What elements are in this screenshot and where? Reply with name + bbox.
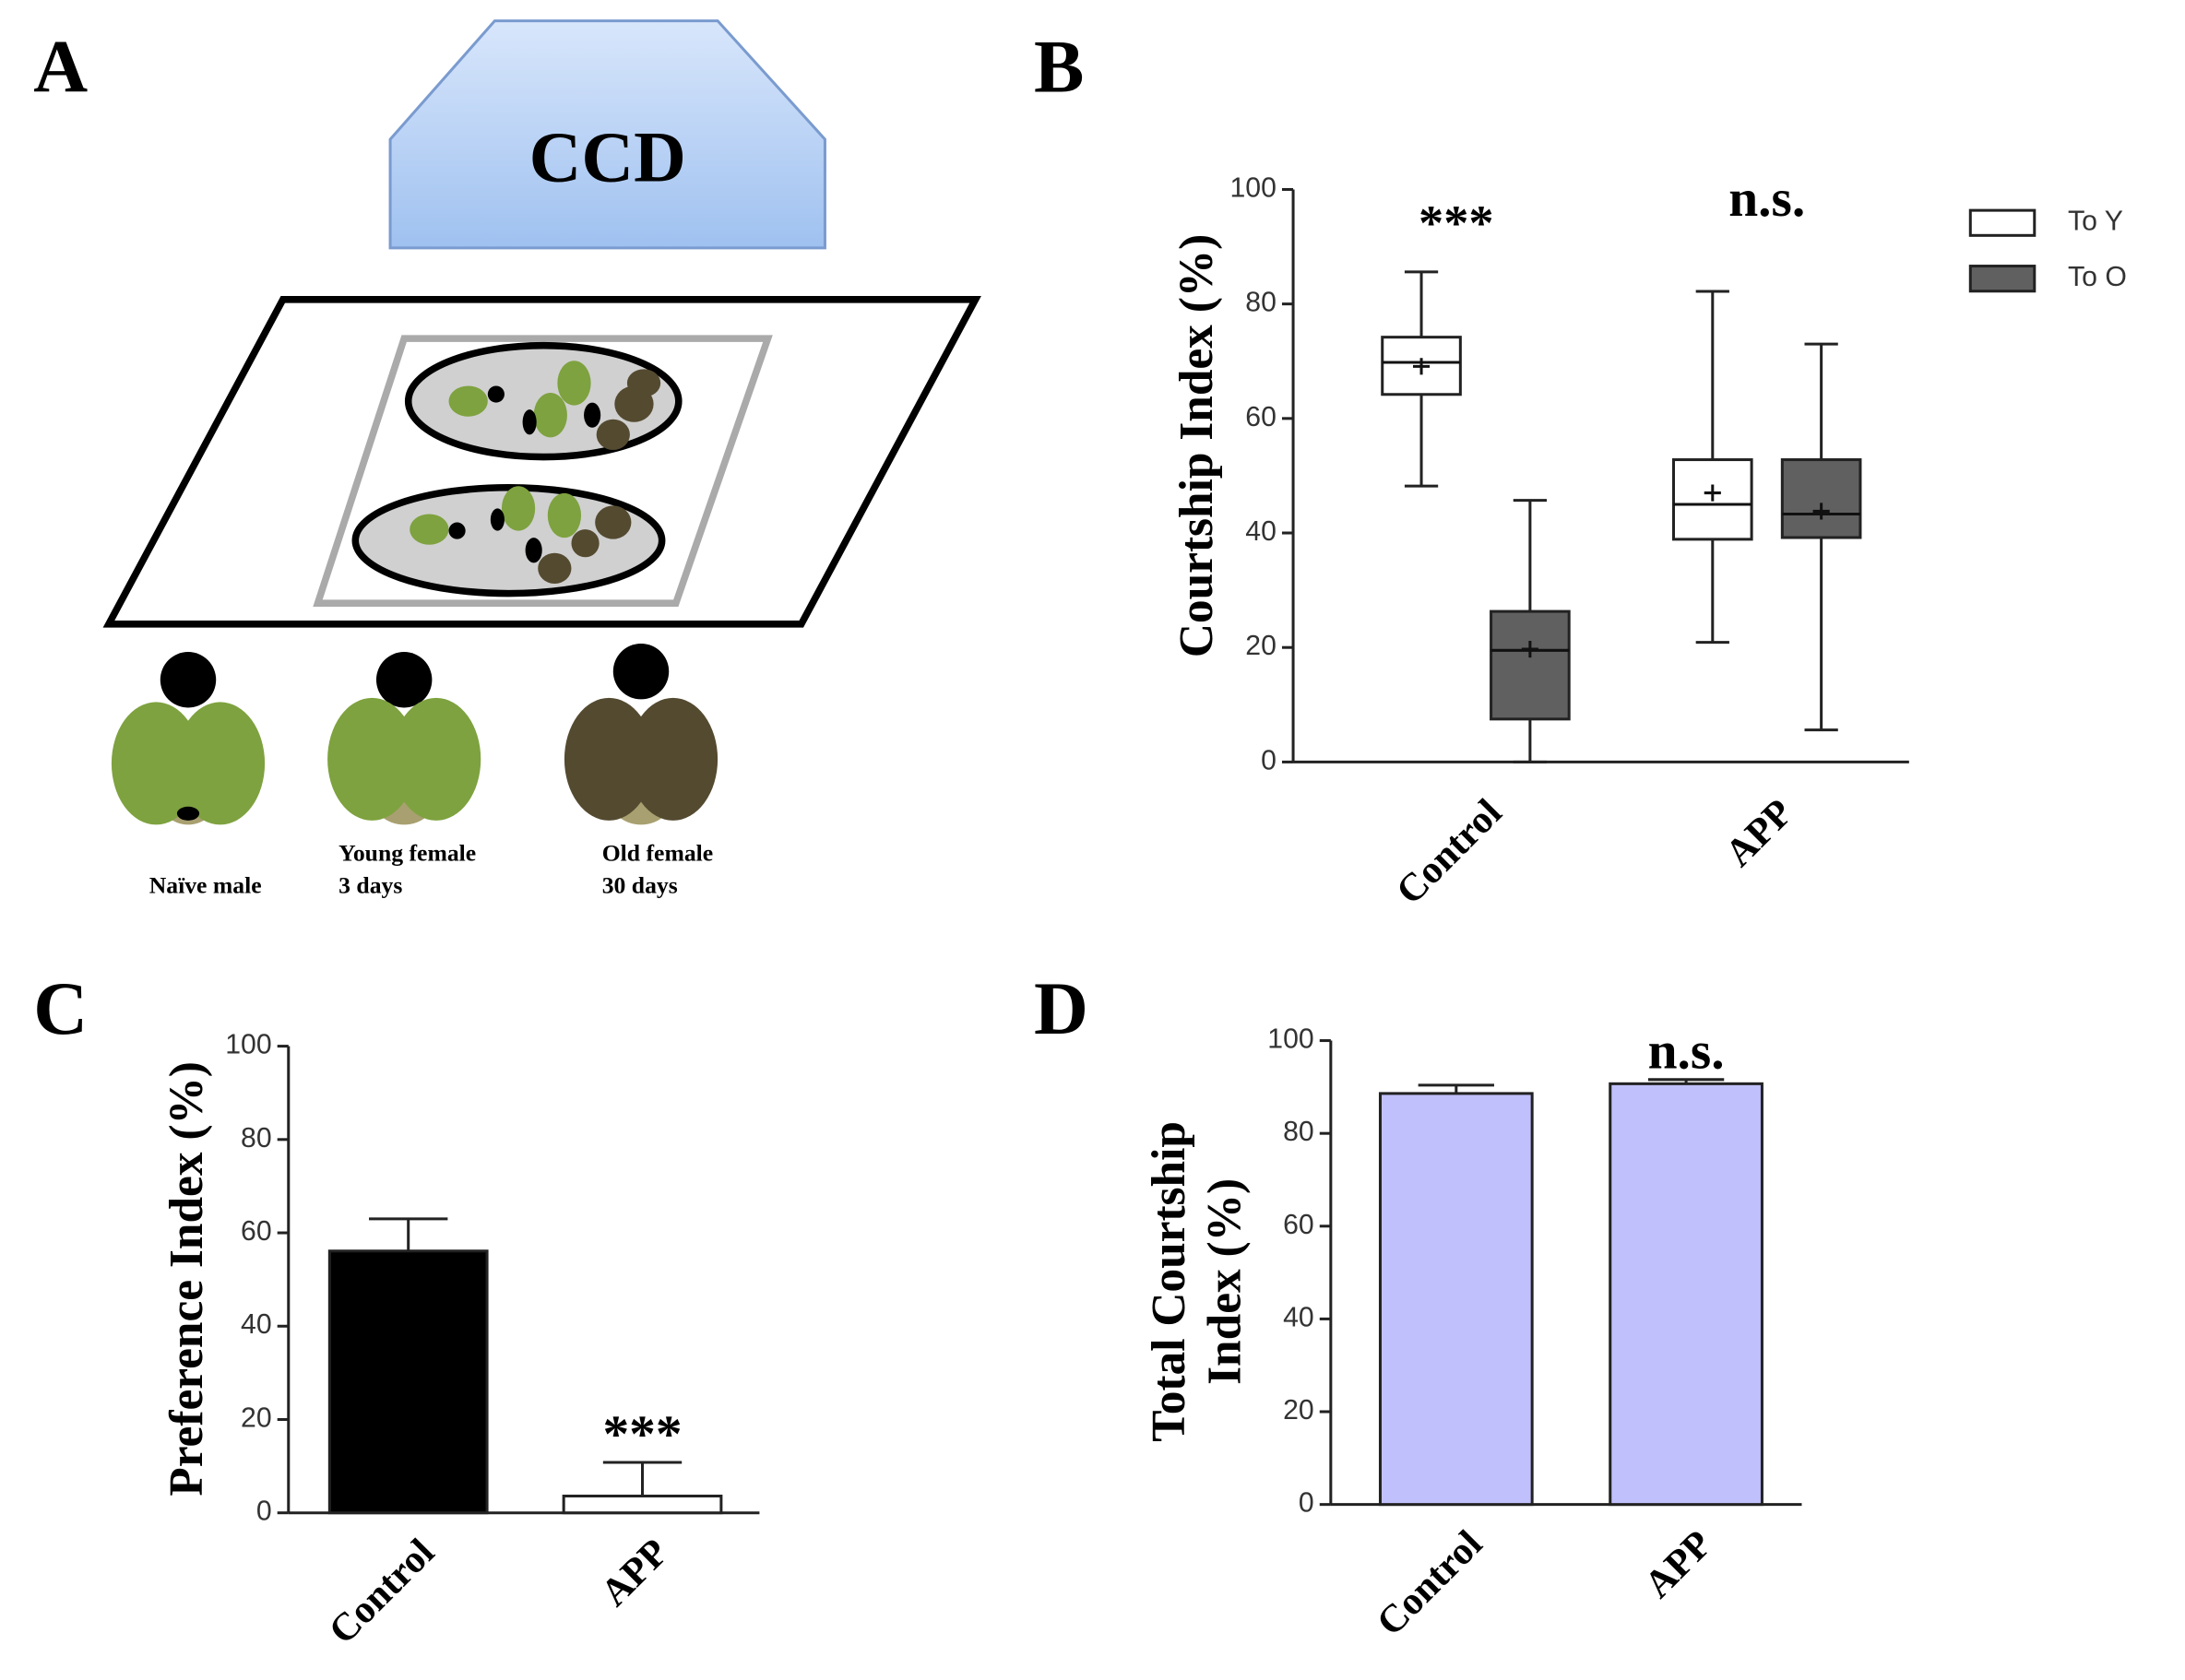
y-tick-label: 60: [1245, 402, 1277, 432]
fly-caption: 30 days: [602, 871, 678, 898]
y-tick-label: 80: [241, 1123, 272, 1154]
y-tick-label: 20: [1245, 631, 1277, 661]
box: [1381, 336, 1462, 396]
y-axis-label: Courtship Index (%): [1170, 234, 1223, 657]
fly-caption: 3 days: [338, 871, 402, 898]
y-tick-label: 100: [225, 1030, 271, 1060]
chamber: [351, 483, 666, 597]
y-tick-label: 0: [1299, 1488, 1314, 1519]
y-axis-label: Total Courtship: [1143, 1121, 1195, 1442]
mean: [1704, 484, 1721, 502]
x-tick-label: APP: [1636, 1522, 1720, 1606]
y-tick-label: 60: [1283, 1210, 1314, 1240]
bar: [327, 1249, 489, 1515]
y-tick-label: 20: [241, 1402, 272, 1433]
y-tick-label: 60: [241, 1216, 272, 1247]
y-tick-label: 40: [1245, 516, 1277, 547]
annotation: ***: [602, 1405, 682, 1463]
annotation: n.s.: [1728, 170, 1805, 228]
y-tick-label: 0: [1261, 745, 1277, 775]
fly-caption: Naïve male: [149, 871, 262, 898]
fly-icon: [564, 643, 718, 825]
legend-label: To O: [2068, 262, 2127, 292]
y-tick-label: 80: [1283, 1117, 1314, 1147]
legend-swatch: [1968, 208, 2037, 237]
y-tick-label: 40: [241, 1309, 272, 1340]
mean: [1812, 503, 1830, 520]
y-tick-label: 20: [1283, 1395, 1314, 1426]
camera: [388, 19, 826, 250]
mean: [1412, 358, 1431, 375]
box: [1780, 458, 1862, 539]
fly-caption: Young female: [338, 840, 476, 867]
y-tick-label: 40: [1283, 1302, 1314, 1332]
x-tick-label: Control: [321, 1531, 444, 1653]
y-axis-label: Index (%): [1198, 1178, 1251, 1385]
x-tick-label: APP: [592, 1531, 676, 1615]
panel-a: A CCD Naïve male Y: [33, 19, 981, 898]
y-tick-label: 100: [1230, 172, 1277, 203]
bar: [562, 1494, 723, 1515]
mean: [1521, 641, 1538, 658]
annotation: n.s.: [1648, 1023, 1725, 1081]
y-axis-label: Preference Index (%): [160, 1061, 213, 1497]
annotation: ***: [1419, 195, 1494, 251]
x-tick-label: Control: [1388, 790, 1511, 913]
panel-label: A: [33, 25, 88, 109]
bar: [1378, 1092, 1534, 1507]
box: [1490, 609, 1571, 721]
x-tick-label: APP: [1717, 791, 1801, 875]
y-tick-label: 0: [256, 1497, 272, 1527]
bar: [1609, 1082, 1763, 1507]
panel-label: D: [1034, 966, 1088, 1050]
fly-caption: Old female: [602, 840, 714, 867]
fly-icon: [327, 652, 481, 825]
flies-in-chamber: [410, 361, 661, 585]
panel-label: B: [1034, 25, 1084, 109]
legend-label: To Y: [2068, 207, 2123, 237]
y-tick-label: 80: [1245, 288, 1277, 318]
x-tick-label: Control: [1369, 1522, 1491, 1645]
legend-swatch: [1968, 265, 2037, 293]
camera-label: CCD: [529, 116, 686, 196]
fly-icon: [111, 652, 266, 825]
y-tick-label: 100: [1267, 1024, 1313, 1055]
panel-label: C: [33, 966, 88, 1050]
